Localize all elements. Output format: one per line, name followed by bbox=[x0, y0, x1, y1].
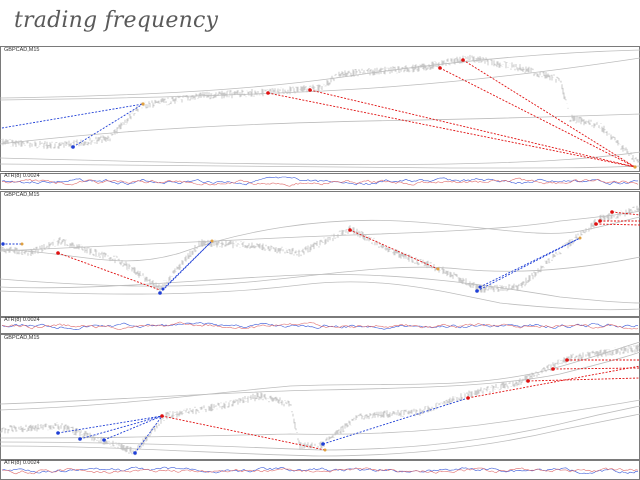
sell-marker bbox=[466, 396, 470, 400]
indicator-label: ATR(8) 0.0024 bbox=[4, 173, 40, 179]
trade-lines bbox=[57, 359, 640, 454]
symbol-timeframe-label: GBPCAD,M15 bbox=[4, 335, 40, 341]
buy-marker bbox=[78, 437, 82, 441]
trade-markers bbox=[1, 210, 614, 295]
envelope-lines bbox=[0, 341, 640, 457]
symbol-timeframe-label: GBPCAD,M15 bbox=[4, 192, 40, 198]
trade-markers bbox=[56, 358, 569, 455]
sell-marker bbox=[266, 91, 270, 95]
indicator-label: ATR(8) 0.0024 bbox=[4, 317, 40, 323]
sell-marker bbox=[461, 58, 465, 62]
sell-marker bbox=[526, 379, 530, 383]
price-chart-svg-3[interactable] bbox=[0, 334, 640, 460]
price-chart-panel-2[interactable]: GBPCAD,M15 bbox=[0, 191, 640, 317]
sell-marker bbox=[565, 358, 569, 362]
exit-marker bbox=[633, 165, 637, 169]
price-chart-svg-2[interactable] bbox=[0, 191, 640, 317]
exit-marker bbox=[578, 236, 582, 240]
exit-marker bbox=[20, 242, 24, 246]
buy-marker bbox=[475, 289, 479, 293]
atr-line bbox=[1, 322, 639, 330]
price-chart-panel-3[interactable]: GBPCAD,M15 bbox=[0, 334, 640, 460]
atr-line bbox=[1, 177, 639, 187]
price-trace bbox=[0, 205, 640, 293]
atr-svg-3 bbox=[0, 460, 640, 480]
symbol-timeframe-label: GBPCAD,M15 bbox=[4, 47, 40, 53]
buy-marker bbox=[161, 287, 165, 291]
price-trace bbox=[0, 54, 640, 164]
page-title: trading frequency bbox=[14, 8, 219, 33]
sell-marker bbox=[598, 219, 602, 223]
exit-marker bbox=[210, 239, 214, 243]
price-series bbox=[0, 205, 640, 293]
indicator-label: ATR(8) 0.0024 bbox=[4, 460, 40, 466]
atr-line bbox=[1, 467, 639, 475]
atr-line bbox=[1, 176, 638, 186]
atr-indicator-panel-3[interactable]: ATR(8) 0.0024 bbox=[0, 460, 640, 480]
sell-marker bbox=[610, 210, 614, 214]
trade-lines bbox=[1, 59, 636, 168]
trade-lines bbox=[2, 211, 640, 294]
envelope-lines bbox=[0, 210, 640, 311]
exit-marker bbox=[141, 102, 145, 106]
atr-svg-2 bbox=[0, 317, 640, 334]
atr-indicator-panel-1[interactable]: ATR(8) 0.0024 bbox=[0, 173, 640, 190]
buy-marker bbox=[158, 291, 162, 295]
buy-marker bbox=[133, 451, 137, 455]
sell-marker bbox=[438, 66, 442, 70]
price-chart-svg-1[interactable] bbox=[0, 46, 640, 172]
sell-marker bbox=[348, 228, 352, 232]
panel-frame bbox=[0, 46, 640, 172]
sell-marker bbox=[594, 222, 598, 226]
price-chart-panel-1[interactable]: GBPCAD,M15 bbox=[0, 46, 640, 172]
sell-marker bbox=[56, 251, 60, 255]
sell-marker bbox=[551, 367, 555, 371]
sell-marker bbox=[308, 88, 312, 92]
envelope-lines bbox=[0, 49, 640, 169]
exit-marker bbox=[323, 448, 327, 452]
atr-line bbox=[1, 321, 639, 330]
trade-markers bbox=[71, 58, 637, 169]
buy-marker bbox=[1, 242, 5, 246]
buy-marker bbox=[102, 438, 106, 442]
buy-marker bbox=[71, 145, 75, 149]
price-series bbox=[0, 54, 640, 164]
atr-svg-1 bbox=[0, 173, 640, 190]
buy-marker bbox=[321, 442, 325, 446]
exit-marker bbox=[436, 267, 440, 271]
sell-marker bbox=[160, 414, 164, 418]
panel-frame bbox=[0, 334, 640, 460]
atr-indicator-panel-2[interactable]: ATR(8) 0.0024 bbox=[0, 317, 640, 334]
buy-marker bbox=[478, 285, 482, 289]
atr-line bbox=[1, 466, 639, 474]
buy-marker bbox=[56, 431, 60, 435]
